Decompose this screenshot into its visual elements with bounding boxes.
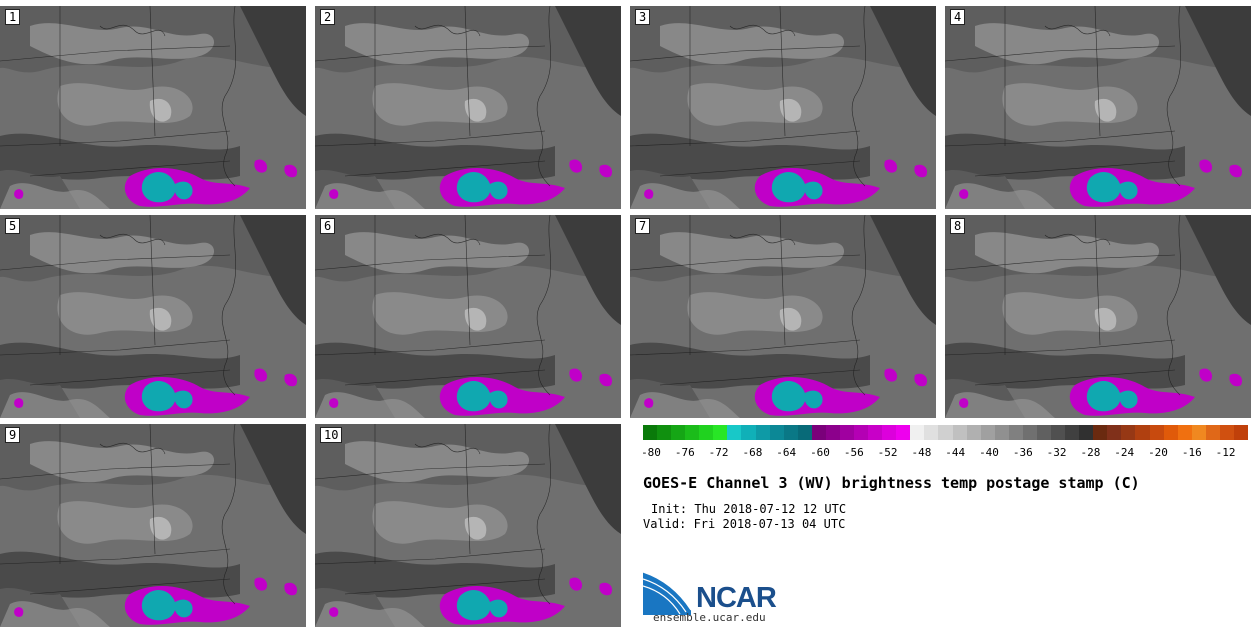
colorbar-tick-label: -64	[776, 446, 797, 459]
colorbar-cell	[882, 425, 897, 440]
colorbar-tick-label: -60	[810, 446, 830, 459]
panel-number: 8	[950, 218, 966, 234]
colorbar-cell	[1135, 425, 1150, 440]
colorbar-cell	[811, 425, 827, 440]
colorbar-cell	[952, 425, 968, 440]
colorbar-tick-label: -16	[1181, 446, 1202, 459]
colorbar-cell	[755, 425, 771, 440]
colorbar-cell	[1051, 425, 1066, 440]
colorbar-cell	[1107, 425, 1122, 440]
colorbar-cell	[657, 425, 672, 440]
colorbar-cell	[1121, 425, 1136, 440]
colorbar-cell	[1233, 425, 1249, 440]
panel-number: 6	[320, 218, 336, 234]
colorbar-cell	[980, 425, 996, 440]
brightness-temp-map	[0, 424, 306, 627]
colorbar-tick-label: -12	[1215, 446, 1236, 459]
colorbar-cell	[1079, 425, 1094, 440]
panel-number: 1	[5, 9, 21, 25]
colorbar-cell	[839, 425, 855, 440]
panel-number: 7	[635, 218, 651, 234]
colorbar-tick-label: -52	[877, 446, 898, 459]
colorbar-tick-label: -24	[1114, 446, 1135, 459]
colorbar-tick-label: -80	[641, 446, 661, 459]
colorbar-cell	[727, 425, 742, 440]
colorbar-tick-label: -36	[1012, 446, 1033, 459]
panel-number: 3	[635, 9, 651, 25]
colorbar-cell	[1065, 425, 1080, 440]
brightness-temp-map	[315, 424, 621, 627]
map-panel-6: 6	[315, 215, 621, 418]
colorbar-cell	[713, 425, 728, 440]
colorbar-tick-label: -56	[843, 446, 864, 459]
colorbar-cell	[1163, 425, 1179, 440]
colorbar-cell	[825, 425, 841, 440]
colorbar-tick-label: -72	[708, 446, 729, 459]
brightness-temp-map	[315, 215, 621, 418]
colorbar-cell	[1191, 425, 1207, 440]
colorbar-tick-label: -68	[742, 446, 763, 459]
colorbar-cell	[868, 425, 883, 440]
colorbar-cell	[685, 425, 700, 440]
colorbar-tick-label: -76	[674, 446, 695, 459]
colorbar-cell	[924, 425, 939, 440]
colorbar-cell	[783, 425, 799, 440]
valid-time: Valid: Fri 2018-07-13 04 UTC	[643, 517, 846, 531]
colorbar-cell	[966, 425, 982, 440]
colorbar-cell	[1177, 425, 1193, 440]
colorbar-tick-label: -32	[1046, 446, 1067, 459]
brightness-temp-map	[0, 6, 306, 209]
map-panel-5: 5	[0, 215, 306, 418]
colorbar-cell	[643, 425, 658, 440]
brightness-temp-map	[945, 215, 1251, 418]
map-panel-3: 3	[630, 6, 936, 209]
map-panel-9: 9	[0, 424, 306, 627]
colorbar-tick-label: -20	[1148, 446, 1168, 459]
colorbar-tick-label: -44	[945, 446, 966, 459]
colorbar-cell	[671, 425, 686, 440]
source-url[interactable]: ensemble.ucar.edu	[653, 611, 766, 624]
brightness-temp-map	[0, 215, 306, 418]
colorbar-cell	[896, 425, 911, 440]
colorbar-tick-label: -40	[979, 446, 999, 459]
colorbar-tick-label: -48	[911, 446, 932, 459]
colorbar-cell	[741, 425, 757, 440]
colorbar-cell	[1036, 425, 1052, 440]
colorbar-cell	[699, 425, 714, 440]
panel-number: 4	[950, 9, 966, 25]
colorbar-cell	[1219, 425, 1235, 440]
map-panel-1: 1	[0, 6, 306, 209]
colorbar-cell	[1008, 425, 1024, 440]
figure-title: GOES-E Channel 3 (WV) brightness temp po…	[643, 474, 1140, 492]
colorbar-cell	[769, 425, 785, 440]
brightness-temp-map	[315, 6, 621, 209]
panel-number: 10	[320, 427, 343, 443]
brightness-temp-map	[945, 6, 1251, 209]
map-panel-10: 10	[315, 424, 621, 627]
init-time: Init: Thu 2018-07-12 12 UTC	[651, 502, 847, 516]
panel-number: 5	[5, 218, 21, 234]
colorbar-cell	[1022, 425, 1038, 440]
panel-number: 9	[5, 427, 21, 443]
colorbar-cell	[1093, 425, 1108, 440]
colorbar-cell	[994, 425, 1010, 440]
ncar-logo-text: NCAR	[696, 582, 777, 614]
colorbar-tick-label: -28	[1080, 446, 1101, 459]
colorbar-cell	[1205, 425, 1221, 440]
map-panel-4: 4	[945, 6, 1251, 209]
colorbar-cell	[797, 425, 813, 440]
colorbar-cell	[910, 425, 925, 440]
map-panel-8: 8	[945, 215, 1251, 418]
ncar-logo-icon	[643, 571, 692, 615]
map-panel-2: 2	[315, 6, 621, 209]
colorbar-cell	[1149, 425, 1165, 440]
brightness-temp-map	[630, 6, 936, 209]
panel-number: 2	[320, 9, 336, 25]
brightness-temp-map	[630, 215, 936, 418]
colorbar	[643, 425, 1249, 440]
colorbar-cell	[854, 425, 869, 440]
map-panel-7: 7	[630, 215, 936, 418]
colorbar-cell	[938, 425, 954, 440]
